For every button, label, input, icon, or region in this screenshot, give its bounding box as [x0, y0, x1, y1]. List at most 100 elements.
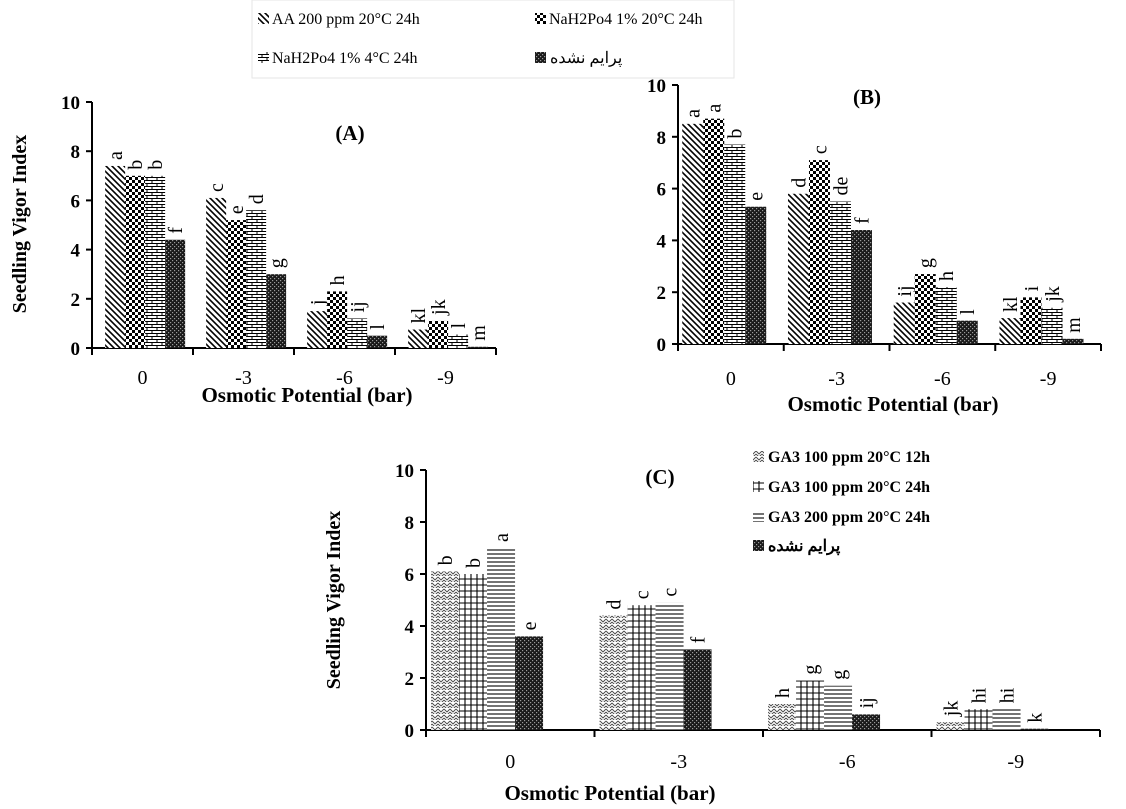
bar-2-cat-1: [703, 118, 725, 344]
panel-title: (C): [645, 465, 674, 489]
significance-letter: m: [1063, 317, 1085, 333]
significance-letter: c: [206, 183, 228, 192]
bar-3-cat-3: [347, 318, 368, 348]
x-tick-label: 0: [505, 751, 515, 773]
bar-2-cat-3: [796, 680, 825, 730]
significance-letter: c: [632, 590, 654, 599]
significance-letter: jk: [428, 299, 450, 316]
y-tick-label: 10: [647, 76, 666, 97]
y-tick-label: 4: [405, 617, 415, 638]
bar-2-cat-4: [964, 709, 993, 730]
y-tick-label: 2: [657, 283, 667, 304]
y-axis-title: Seedling Vigor Index: [323, 511, 345, 690]
legend-swatch-zigzag: [753, 451, 764, 462]
x-tick-label: -3: [828, 368, 845, 390]
significance-letter: d: [788, 178, 810, 188]
bar-4-cat-2: [266, 274, 287, 348]
bar-4-cat-4: [468, 346, 489, 348]
significance-letter: g: [915, 258, 937, 268]
y-tick-label: 10: [395, 461, 414, 482]
significance-letter: g: [800, 665, 822, 675]
x-tick-label: 0: [726, 368, 736, 390]
bar-1-cat-2: [206, 197, 227, 348]
y-tick-label: 8: [657, 128, 667, 149]
legend-top-label-1: AA 200 ppm 20°C 24h: [272, 11, 420, 28]
chart-c: 0 2 4 6 8 10 0 -3 -6 -9 b d h jk b c g hi a c g hi e f ij k Seedli…: [323, 461, 1101, 805]
bar-2-cat-4: [428, 320, 449, 348]
bar-2-cat-1: [125, 175, 146, 348]
x-tick-label: -9: [1040, 368, 1057, 390]
significance-letter: hi: [969, 687, 991, 703]
bar-4-cat-1: [165, 239, 186, 348]
bar-3-cat-2: [655, 602, 684, 730]
significance-letter: f: [688, 636, 710, 643]
significance-letter: b: [125, 160, 147, 170]
legend-c-item-4: پرایم نشده: [753, 538, 841, 556]
significance-letter: d: [246, 194, 268, 204]
bar-2-cat-3: [327, 291, 348, 348]
bar-1-cat-1: [682, 123, 704, 344]
y-tick-label: 6: [657, 180, 667, 201]
significance-letter: l: [448, 322, 470, 328]
bar-4-cat-3: [367, 335, 388, 348]
x-tick-label: -6: [336, 367, 353, 389]
x-tick-label: -3: [235, 367, 252, 389]
bar-1-cat-3: [893, 302, 915, 344]
bar-4-cat-3: [852, 714, 881, 730]
y-tick-label: 4: [71, 241, 81, 262]
x-axis-title: Osmotic Potential (bar): [504, 781, 715, 805]
significance-letter: g: [266, 258, 288, 268]
significance-letter: jk: [1042, 286, 1064, 303]
significance-letter: h: [327, 275, 349, 285]
significance-letter: g: [828, 670, 850, 680]
significance-letter: ij: [347, 301, 369, 312]
legend-top-item-1: AA 200 ppm 20°C 24h: [258, 11, 420, 28]
y-tick-label: 0: [657, 335, 667, 356]
legend-top-item-3: NaH2Po4 1% 4°C 24h: [258, 50, 418, 67]
significance-letter: a: [683, 109, 705, 118]
x-tick-label: -3: [670, 751, 687, 773]
significance-letter: e: [746, 192, 768, 201]
y-tick-label: 0: [71, 339, 81, 360]
bar-1-cat-1: [105, 165, 126, 348]
significance-letter: hi: [997, 687, 1019, 703]
bar-3-cat-3: [935, 287, 957, 344]
bar-3-cat-4: [992, 709, 1021, 730]
significance-letter: f: [165, 227, 187, 234]
significance-letter: b: [463, 558, 485, 568]
legend-c-label-2: GA3 100 ppm 20°C 24h: [768, 479, 930, 496]
significance-letter: a: [105, 151, 127, 160]
x-tick-label: -9: [1007, 751, 1024, 773]
bar-4-cat-4: [1062, 338, 1084, 344]
legend-c-label-3: GA3 200 ppm 20°C 24h: [768, 509, 930, 526]
bar-4-cat-2: [850, 230, 872, 344]
x-axis-title: Osmotic Potential (bar): [201, 383, 412, 407]
y-tick-label: 4: [657, 231, 667, 252]
legend-c-label-4: پرایم نشده: [768, 538, 841, 556]
legend-c-item-2: GA3 100 ppm 20°C 24h: [753, 479, 930, 496]
significance-letter: ij: [856, 697, 878, 708]
bar-2-cat-1: [459, 574, 488, 730]
significance-letter: j: [307, 300, 329, 307]
legend-swatch-grid: [753, 481, 764, 492]
bar-4-cat-1: [515, 636, 544, 730]
legend-c-label-1: GA3 100 ppm 20°C 12h: [768, 449, 930, 466]
legend-swatch-dark-c: [753, 540, 764, 551]
bar-3-cat-3: [824, 685, 853, 730]
x-tick-label: 0: [138, 367, 148, 389]
panel-title: (A): [335, 121, 364, 145]
significance-letter: e: [226, 205, 248, 214]
y-tick-label: 2: [71, 290, 81, 311]
bar-2-cat-4: [1020, 297, 1042, 344]
bar-2-cat-2: [627, 605, 656, 730]
legend-swatch-diag: [258, 13, 269, 24]
x-tick-label: -6: [839, 751, 856, 773]
significance-letter: c: [809, 145, 831, 154]
significance-letter: kl: [1000, 296, 1022, 312]
legend-top-label-4: پرایم نشده: [550, 50, 622, 67]
x-tick-label: -6: [934, 368, 951, 390]
legend-top-item-2: NaH2Po4 1% 20°C 24h: [535, 11, 703, 28]
y-axis-title: Seedling Vigor Index: [9, 135, 31, 314]
bar-2-cat-2: [226, 220, 247, 348]
